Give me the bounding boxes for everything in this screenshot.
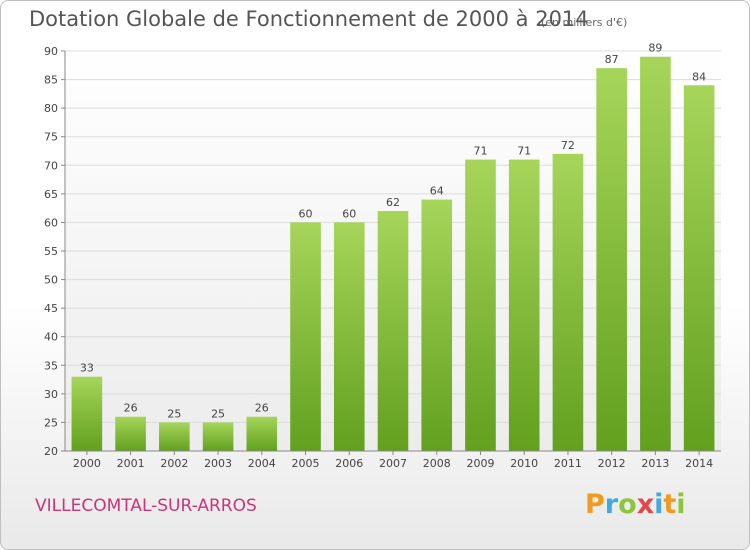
data-label: 71 [473,145,487,158]
x-tick-label: 2010 [510,457,538,470]
logo-letter: P [585,489,605,520]
y-tick-label: 85 [44,74,58,87]
data-label: 26 [255,402,269,415]
x-tick-label: 2002 [160,457,188,470]
x-tick-label: 2004 [248,457,276,470]
bar-2002 [159,422,190,451]
data-label: 26 [124,402,138,415]
logo-letter: r [604,489,619,520]
bar-2009 [465,159,496,452]
x-tick-label: 2000 [73,457,101,470]
chart-subtitle: (en milliers d'€) [541,16,628,29]
x-tick-label: 2008 [423,457,451,470]
data-label: 71 [517,145,531,158]
y-tick-label: 90 [44,45,58,58]
bar-2014 [683,85,715,452]
logo-letter: i [654,489,664,520]
data-label: 60 [299,207,313,220]
bar-2008 [421,199,453,451]
bar-2010 [508,159,540,452]
logo-letter: i [676,489,686,520]
bar-2007 [377,211,409,451]
logo-letter: o [618,489,637,520]
y-tick-label: 20 [44,445,58,458]
x-tick-label: 2006 [335,457,363,470]
data-label: 25 [211,407,225,420]
y-tick-label: 45 [44,302,58,315]
data-label: 25 [167,407,181,420]
chart-title: Dotation Globale de Fonctionnement de 20… [29,7,589,31]
data-label: 62 [386,196,400,209]
y-tick-label: 70 [44,159,58,172]
bar-2006 [333,222,365,451]
y-tick-label: 75 [44,131,58,144]
proxiti-logo: Proxiti [585,489,686,520]
y-tick-label: 30 [44,388,58,401]
bar-2012 [596,68,627,452]
x-tick-label: 2014 [685,457,713,470]
x-tick-label: 2005 [292,457,320,470]
y-tick-label: 35 [44,359,58,372]
y-tick-label: 25 [44,416,58,429]
data-label: 87 [605,53,619,66]
data-label: 33 [80,362,94,375]
y-tick-label: 60 [44,216,58,229]
bar-2011 [552,153,584,451]
bar-2004 [246,416,278,451]
bar-2001 [115,416,146,451]
data-label: 84 [692,70,706,83]
x-tick-label: 2012 [598,457,626,470]
data-label: 72 [561,139,575,152]
y-tick-label: 65 [44,188,58,201]
x-tick-label: 2009 [466,457,494,470]
y-tick-label: 80 [44,102,58,115]
x-tick-label: 2013 [641,457,669,470]
x-tick-label: 2007 [379,457,407,470]
x-tick-label: 2011 [554,457,582,470]
data-label: 64 [430,185,444,198]
logo-letter: t [663,489,677,520]
y-tick-label: 50 [44,274,58,287]
y-tick-label: 40 [44,331,58,344]
data-label: 60 [342,207,356,220]
y-tick-label: 55 [44,245,58,258]
bar-2005 [290,222,321,451]
bar-2003 [202,422,234,451]
x-tick-label: 2003 [204,457,232,470]
bar-2000 [71,376,103,451]
bar-2013 [640,56,671,451]
x-tick-label: 2001 [117,457,145,470]
city-name: VILLECOMTAL-SUR-ARROS [35,496,257,516]
logo-letter: x [636,489,655,520]
data-label: 89 [648,42,662,55]
